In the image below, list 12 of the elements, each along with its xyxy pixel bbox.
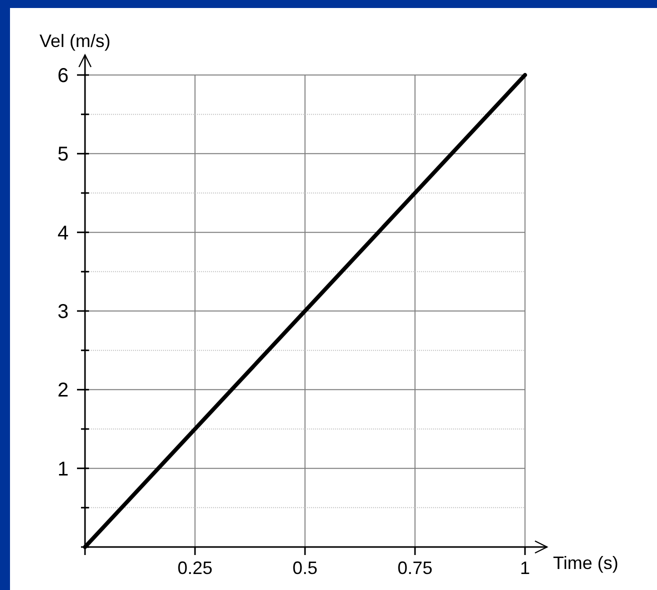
x-tick-label: 0.5 <box>292 558 318 578</box>
y-tick-label: 5 <box>57 144 69 166</box>
y-tick-label: 1 <box>57 458 69 480</box>
x-tick-label: 1 <box>520 558 530 578</box>
y-tick-label: 6 <box>57 65 69 87</box>
x-tick-label: 0.25 <box>177 558 213 578</box>
x-tick-label: 0.75 <box>397 558 433 578</box>
x-axis-title: Time (s) <box>553 553 618 573</box>
y-axis-title: Vel (m/s) <box>39 31 111 51</box>
y-tick-label: 3 <box>57 301 69 323</box>
y-tick-label: 2 <box>57 380 69 402</box>
y-tick-label: 4 <box>57 222 69 244</box>
